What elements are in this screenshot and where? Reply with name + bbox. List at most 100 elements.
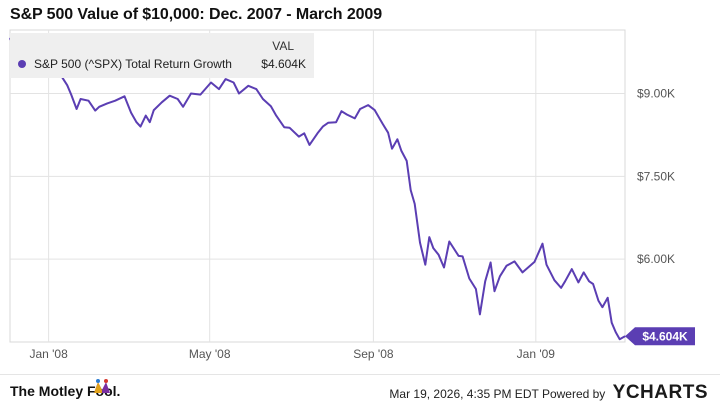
data-point — [432, 247, 434, 249]
legend-series[interactable]: S&P 500 (^SPX) Total Return Growth — [18, 57, 232, 71]
data-point — [391, 148, 393, 150]
data-point — [327, 122, 329, 124]
data-point — [583, 271, 585, 273]
data-point — [619, 338, 621, 340]
data-point — [545, 264, 548, 266]
data-point — [346, 113, 348, 116]
x-tick-label: May '08 — [189, 347, 231, 361]
data-point — [270, 105, 272, 107]
data-point — [541, 243, 544, 245]
data-point — [588, 280, 590, 282]
data-point — [564, 280, 566, 282]
data-point — [199, 94, 201, 96]
data-point — [238, 92, 240, 95]
data-point — [233, 81, 235, 84]
data-point — [382, 123, 384, 125]
legend-series-value: $4.604K — [261, 57, 306, 71]
data-point — [448, 240, 450, 243]
ycharts-logo[interactable]: YCHARTS — [612, 382, 708, 403]
series-group — [9, 37, 626, 341]
data-point — [387, 132, 389, 134]
data-point — [607, 297, 609, 299]
data-point — [303, 132, 305, 134]
data-point — [521, 271, 524, 273]
data-point — [190, 92, 192, 95]
data-point — [80, 98, 82, 100]
data-point — [177, 98, 179, 100]
data-point — [505, 265, 508, 267]
data-point — [406, 160, 408, 162]
y-axis: $9.00K $7.50K $6.00K — [637, 87, 675, 267]
data-point — [354, 117, 356, 119]
data-point — [571, 268, 573, 270]
data-point — [428, 236, 430, 238]
data-point — [316, 132, 319, 134]
series-dot-icon — [18, 59, 26, 68]
data-point — [123, 95, 126, 97]
end-label-text: $4.604K — [642, 329, 688, 343]
data-point — [597, 300, 600, 302]
data-point — [76, 108, 78, 110]
data-point — [288, 127, 291, 129]
data-point — [475, 288, 477, 290]
data-point — [560, 287, 562, 289]
data-point — [275, 115, 277, 117]
footer: The Motley Fool. Mar 19, 2026, 4:35 PM E… — [0, 374, 720, 405]
data-point — [283, 126, 285, 128]
data-point — [335, 121, 337, 123]
timestamp: Mar 19, 2026, 4:35 PM EDT — [389, 387, 539, 401]
data-point — [438, 254, 440, 256]
data-point — [161, 101, 163, 103]
data-point — [499, 275, 501, 277]
data-point — [340, 110, 343, 112]
data-point — [367, 104, 369, 106]
x-tick-label: Sep '08 — [353, 347, 394, 361]
data-point — [139, 126, 142, 128]
y-tick-label: $6.00K — [637, 252, 675, 266]
data-point — [322, 126, 324, 128]
data-point — [410, 189, 412, 191]
legend-box: VAL S&P 500 (^SPX) Total Return Growth $… — [10, 33, 314, 78]
data-point — [218, 88, 220, 90]
data-point — [262, 98, 264, 100]
x-tick-label: Jan '08 — [29, 347, 68, 361]
motley-fool-logo[interactable]: The Motley Fool. — [10, 383, 121, 399]
series-line — [9, 37, 626, 341]
data-point — [615, 331, 617, 333]
data-point — [135, 121, 138, 123]
chart-title: S&P 500 Value of $10,000: Dec. 2007 - Ma… — [10, 6, 383, 23]
data-point — [468, 277, 470, 280]
data-point — [87, 100, 90, 102]
data-point — [414, 203, 416, 205]
data-point — [145, 115, 147, 117]
data-point — [577, 281, 580, 283]
data-point — [419, 242, 421, 244]
data-point — [513, 260, 516, 262]
powered-by: Powered by — [541, 387, 606, 401]
data-point — [66, 84, 68, 86]
data-point — [374, 109, 376, 111]
data-point — [592, 283, 594, 285]
data-point — [493, 290, 496, 292]
data-point — [210, 81, 212, 84]
y-tick-label: $9.00K — [637, 87, 675, 101]
end-label-badge — [625, 327, 695, 346]
data-point — [98, 106, 100, 108]
data-point — [462, 255, 464, 257]
jester-hat-icon — [94, 379, 110, 393]
grid-lines — [9, 29, 626, 343]
data-point — [484, 280, 486, 282]
chart-svg: Jan '08 May '08 Sep '08 Jan '09 $9.00K $7.50… — [9, 29, 695, 361]
data-point — [490, 261, 492, 264]
data-point — [70, 94, 72, 96]
data-point — [255, 88, 257, 90]
legend-header: VAL — [272, 39, 294, 53]
data-point — [458, 255, 460, 257]
footer-right: Mar 19, 2026, 4:35 PM EDT Powered by YCH… — [389, 382, 708, 404]
y-tick-label: $7.50K — [637, 169, 675, 183]
data-point — [611, 322, 613, 324]
data-point — [106, 102, 108, 104]
data-point — [169, 95, 171, 97]
data-point — [130, 112, 132, 114]
data-point — [533, 261, 536, 263]
